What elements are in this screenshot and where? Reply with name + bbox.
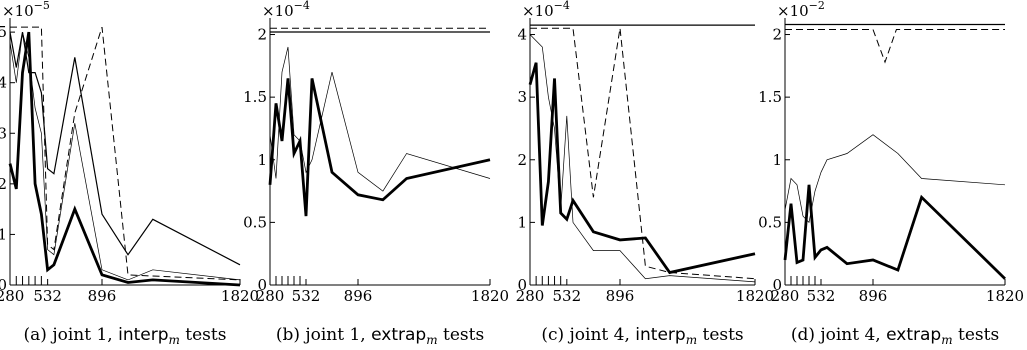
y-tick-label: 2 [257,26,267,44]
series-line-3 [529,34,756,283]
y-tick-label: 2 [0,175,7,193]
y-tick-label: 1 [517,213,527,231]
y-tick-label: 1 [772,151,782,169]
chart-panel-4: 0 0.5 1 1.5 2 280 532 896 1820 ×10−2 (d) joint 4, … [758,0,1024,347]
x-tick-label: 532 [292,287,321,305]
x-tick-label: 896 [344,287,373,305]
series-line-1 [530,27,756,280]
series-line-4 [8,31,241,287]
scale-label: ×10−2 [777,0,825,20]
y-tick-label: 4 [0,74,7,92]
y-tick-label: 3 [517,88,527,106]
y-tick-label: 0 [257,276,267,294]
y-tick-label: 4 [517,26,527,44]
x-tick-label: 896 [88,287,117,305]
panel-caption: (a) joint 1, interpm tests [24,325,227,347]
series-line-4 [268,78,491,217]
series-line-3 [784,134,1006,224]
x-tick-label: 280 [256,287,285,305]
y-tick-label: 0 [772,276,782,294]
y-tick-label: 3 [0,124,7,142]
y-tick-label: 1 [257,151,267,169]
x-tick-label: 896 [859,287,888,305]
x-tick-label: 896 [606,287,635,305]
y-tick-label: 2 [772,26,782,44]
series-line-4 [783,184,1006,280]
x-tick-label: 1820 [736,287,774,305]
chart-panel-2: 0 0.5 1 1.5 2 280 532 896 1820 ×10−4 (b) joint 1, … [243,0,509,347]
series-line-4 [528,62,756,275]
y-tick-label: 1.5 [758,88,782,106]
x-tick-label: 280 [0,287,24,305]
panel-caption: (b) joint 1, extrapm tests [276,325,484,347]
x-tick-label: 280 [771,287,800,305]
x-tick-label: 532 [807,287,836,305]
x-tick-label: 280 [516,287,545,305]
series-line-1 [10,26,241,281]
scale-label: ×10−4 [522,0,570,20]
scale-label: ×10−4 [262,0,310,20]
chart-panel-1: 0 1 2 3 4 5 280 532 896 1820 ×10−5 (a) joint 1, int… [0,0,259,347]
y-tick-label: 5 [0,23,7,41]
x-tick-label: 1820 [471,287,509,305]
x-tick-label: 532 [33,287,62,305]
y-tick-label: 0 [0,276,7,294]
panel-caption: (d) joint 4, extrapm tests [791,325,999,347]
scale-label: ×10−5 [2,0,50,20]
panel-caption: (c) joint 4, interpm tests [541,325,743,347]
series-line-3 [9,32,241,281]
x-tick-label: 1820 [221,287,259,305]
series-line-3 [269,46,491,192]
y-tick-label: 0 [517,276,527,294]
y-tick-label: 2 [517,151,527,169]
chart-panel-3: 0 1 2 3 4 280 532 896 1820 ×10−4 (c) joint 4, inte… [516,0,774,347]
y-tick-label: 0.5 [243,213,267,231]
y-tick-label: 1 [0,225,7,243]
y-tick-label: 1.5 [243,88,267,106]
x-tick-label: 532 [552,287,581,305]
x-tick-label: 1820 [986,287,1024,305]
series-line-1 [785,29,1005,64]
y-tick-label: 0.5 [758,213,782,231]
